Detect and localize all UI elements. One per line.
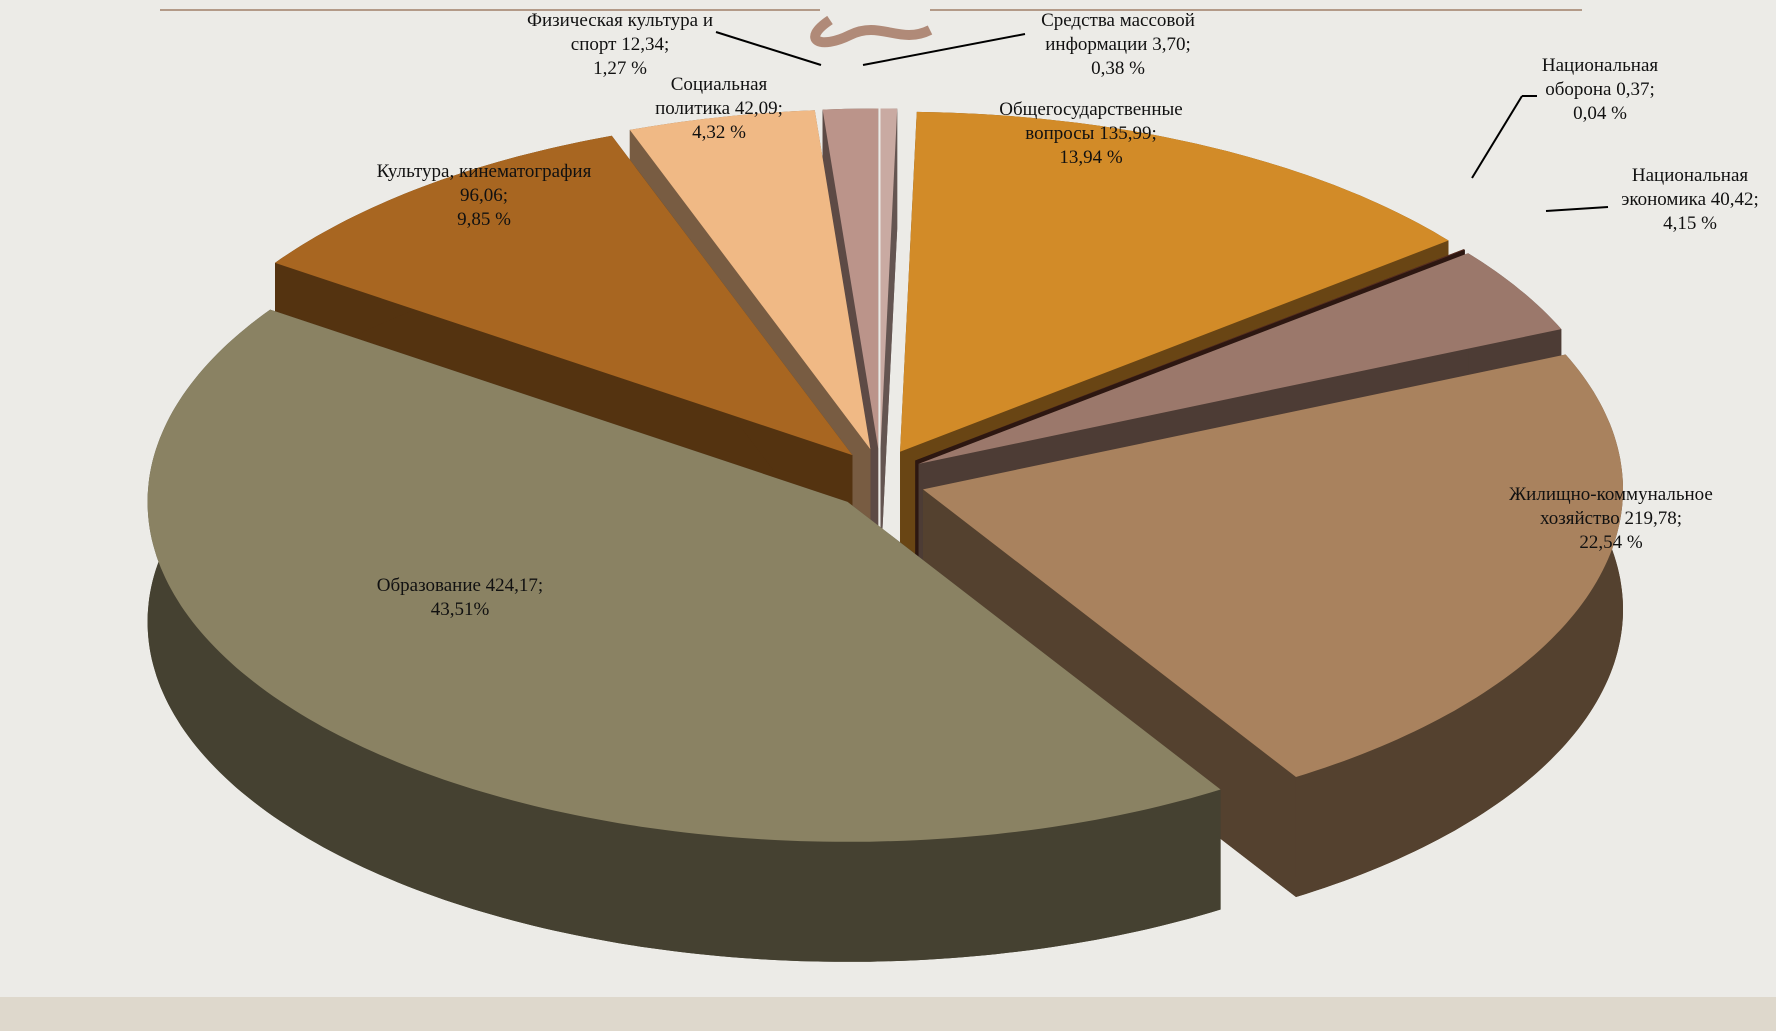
category-label: Средства массовой информации [1041, 10, 1195, 55]
slice [275, 135, 853, 456]
value-label: 3,70; [1152, 34, 1191, 55]
percent-label: 4,32 % [692, 122, 746, 143]
slice [918, 253, 1562, 464]
percent-label: 22,54 % [1579, 532, 1643, 553]
category-label: Жилищно-коммунальное хозяйство [1509, 484, 1713, 529]
percent-label: 13,94 % [1059, 147, 1123, 168]
data-label: Национальная экономика 40,42; 4,15 % [1600, 164, 1776, 236]
leader-line [715, 31, 822, 66]
percent-label: 43,51% [430, 599, 490, 620]
percent-label: 0,38 % [1091, 58, 1145, 79]
slice [880, 108, 898, 449]
data-label: Социальная политика 42,09; 4,32 % [639, 73, 799, 145]
slice [629, 110, 871, 450]
data-label: Средства массовой информации 3,70; 0,38 % [1023, 9, 1213, 81]
percent-label: 1,27 % [593, 58, 647, 79]
slice-wall [1296, 354, 1623, 897]
slice [915, 249, 1465, 461]
data-label: Жилищно-коммунальное хозяйство 219,78; 22… [1486, 483, 1736, 555]
value-label: 12,34; [621, 34, 670, 55]
leader-line [862, 33, 1026, 66]
slice-wall [147, 309, 1221, 962]
slice [147, 309, 1221, 842]
data-label: Национальная оборона 0,37; 0,04 % [1525, 54, 1675, 126]
data-label: Образование 424,17; 43,51% [350, 574, 570, 622]
value-label: 0,37; [1616, 79, 1655, 100]
ornament [810, 15, 933, 48]
pie [147, 108, 1623, 962]
value-label: 135,99; [1099, 123, 1157, 144]
category-label: Образование [376, 575, 481, 596]
data-label: Культура, кинематография 96,06; 9,85 % [369, 160, 599, 232]
category-label: Культура, кинематография [376, 161, 592, 182]
category-label: Социальная политика [655, 74, 768, 119]
slice [900, 111, 1449, 452]
value-label: 96,06; [459, 185, 509, 206]
data-label: Общегосударственные вопросы 135,99; 13,94… [976, 98, 1206, 170]
value-label: 219,78; [1624, 508, 1683, 529]
category-label: Общегосударственные вопросы [999, 99, 1183, 144]
category-label: Национальная оборона [1541, 55, 1659, 100]
leader-line [1471, 95, 1523, 179]
category-label: Национальная экономика [1621, 165, 1749, 210]
category-label: Физическая культура и спорт [526, 10, 714, 55]
percent-label: 0,04 % [1573, 103, 1627, 124]
value-label: 424,17; [485, 575, 544, 596]
leader-line [1545, 206, 1609, 212]
data-label: Физическая культура и спорт 12,34; 1,27 % [520, 9, 720, 81]
value-label: 40,42; [1710, 189, 1759, 210]
percent-label: 9,85 % [457, 209, 511, 230]
footer-band [0, 997, 1776, 1031]
slice [822, 108, 879, 449]
slice [922, 354, 1623, 777]
percent-label: 4,15 % [1663, 213, 1717, 234]
value-label: 42,09; [734, 98, 783, 119]
